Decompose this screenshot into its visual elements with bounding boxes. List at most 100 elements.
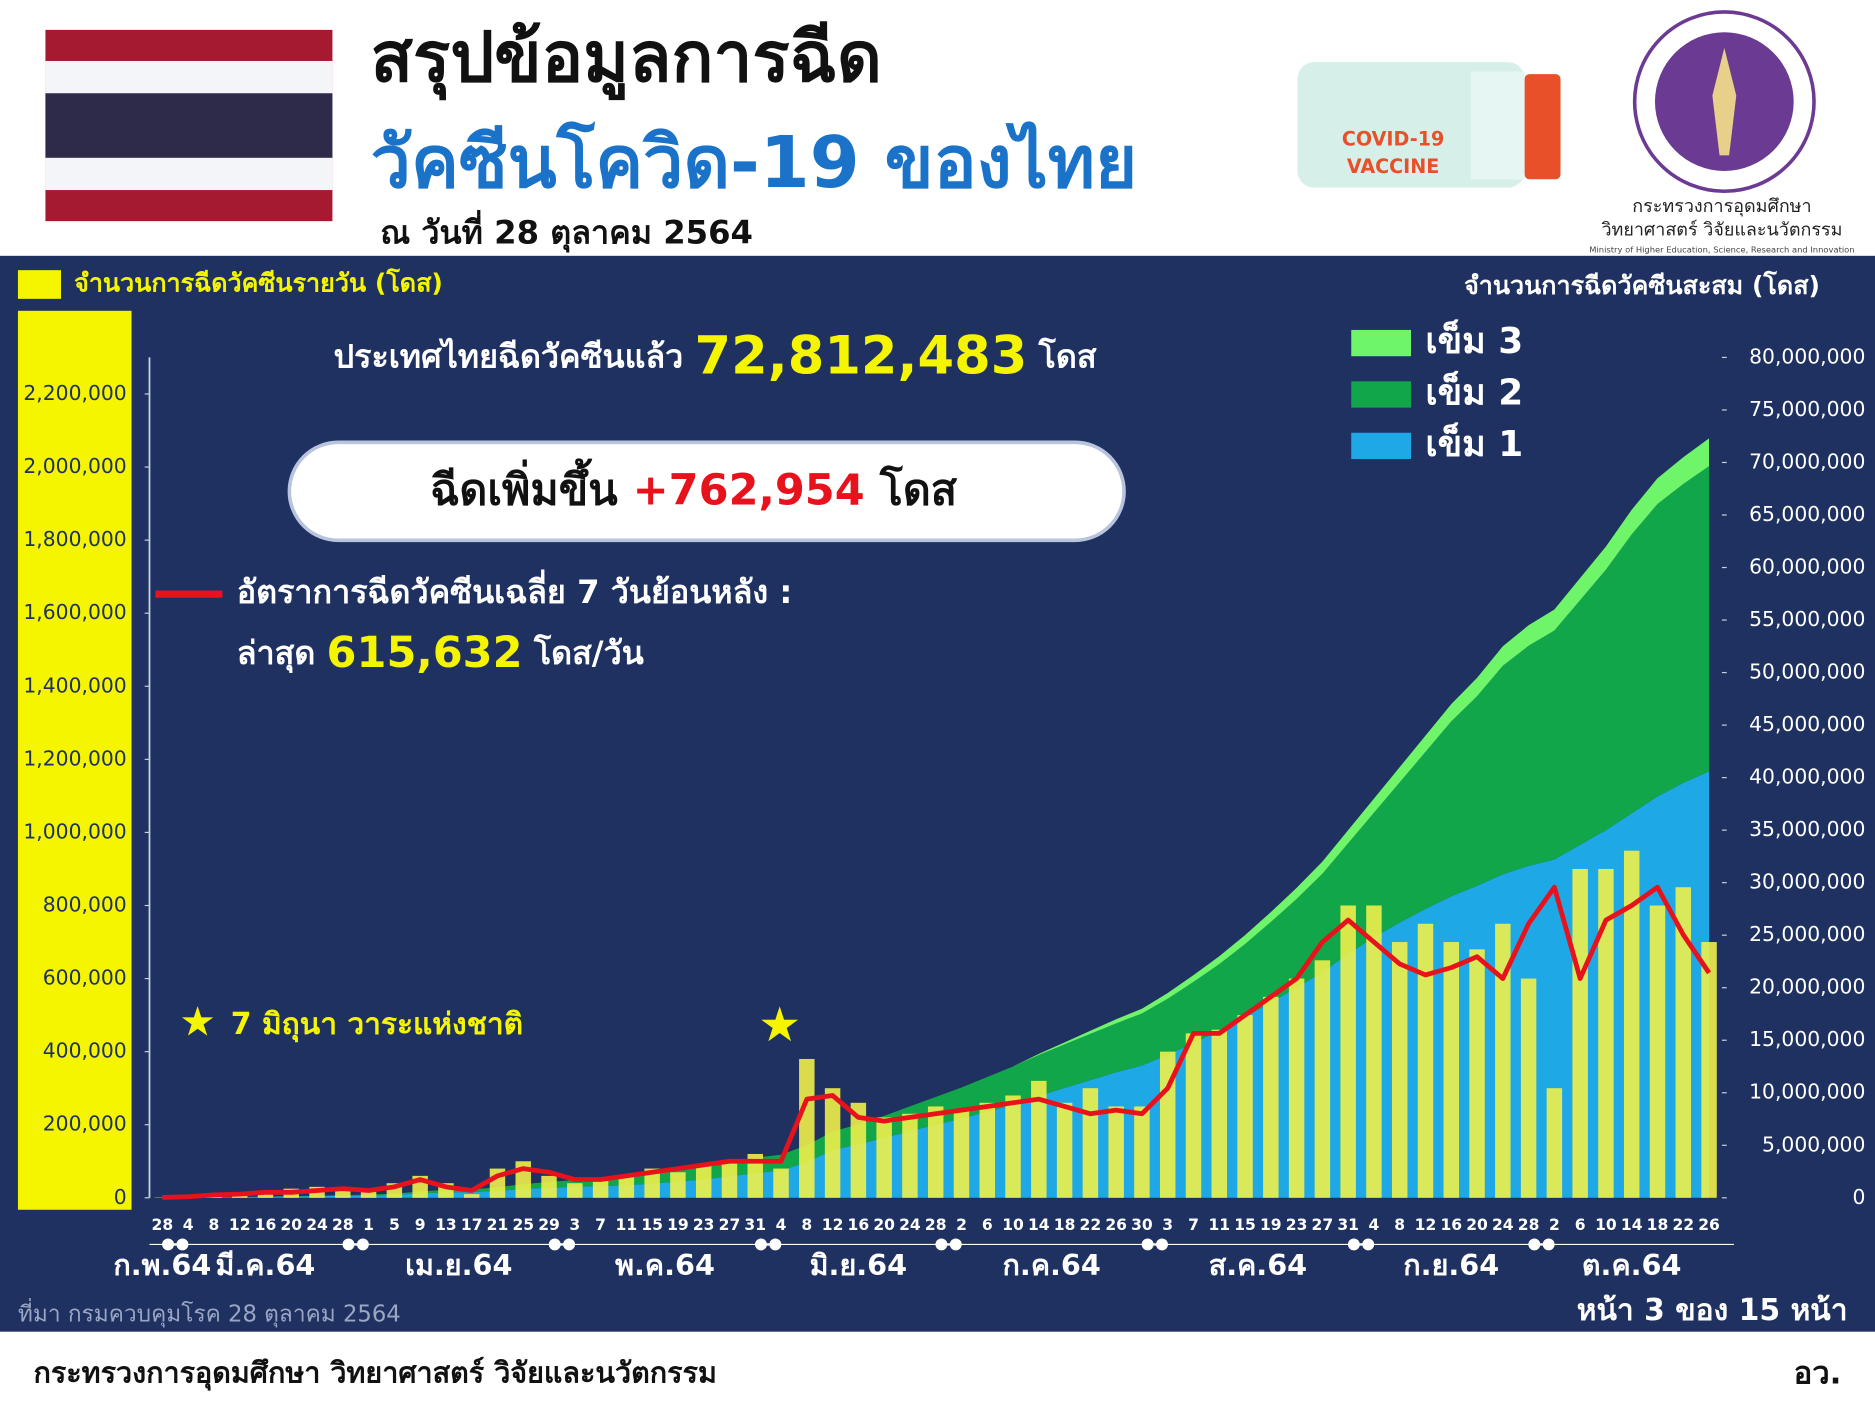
x-tick-label: 3: [569, 1216, 580, 1234]
x-tick-label: 17: [461, 1216, 483, 1234]
y-tick-label: 2,000,000: [23, 454, 126, 478]
x-tick-label: 19: [667, 1216, 689, 1234]
bar: [1263, 996, 1279, 1198]
x-tick-label: 22: [1080, 1216, 1102, 1234]
ministry-name-en: Ministry of Higher Education, Science, R…: [1589, 244, 1854, 254]
month-label: มิ.ย.64: [810, 1248, 907, 1282]
x-tick-label: 30: [1131, 1216, 1153, 1234]
bar: [1675, 887, 1692, 1198]
x-tick-label: 11: [1208, 1216, 1230, 1234]
bar: [1031, 1080, 1047, 1198]
bar: [541, 1175, 557, 1198]
month-label: ต.ค.64: [1582, 1248, 1682, 1282]
bar: [1211, 1029, 1227, 1198]
x-tick-label: 19: [1260, 1216, 1282, 1234]
y-tick-label: 1,600,000: [23, 600, 126, 624]
bar: [618, 1175, 635, 1198]
y2-tick-label: 45,000,000: [1749, 712, 1865, 736]
y-tick-label: 1,800,000: [23, 527, 126, 551]
increase-unit: โดส: [879, 463, 958, 515]
bar: [953, 1110, 970, 1198]
star-note: 7 มิถุนา วาระแห่งชาติ: [231, 1007, 523, 1042]
y2-tick-label: 35,000,000: [1749, 817, 1865, 841]
y2-axis-label: จำนวนการฉีดวัคซีนสะสม (โดส): [1464, 270, 1820, 300]
title-line1: สรุปข้อมูลการฉีด: [371, 18, 882, 101]
legend-swatch: [1351, 329, 1412, 357]
y2-tick-label: 10,000,000: [1749, 1080, 1865, 1104]
y2-tick-label: 80,000,000: [1749, 344, 1865, 368]
x-tick-label: 28: [152, 1216, 174, 1234]
x-tick-label: 1: [363, 1216, 374, 1234]
x-tick-label: 24: [1492, 1216, 1514, 1234]
bar: [335, 1190, 351, 1198]
y2-tick-label: 75,000,000: [1749, 397, 1865, 421]
x-tick-label: 3: [1162, 1216, 1173, 1234]
y-tick-label: 1,000,000: [23, 819, 126, 843]
flag: [45, 29, 333, 222]
y-tick-label: 2,200,000: [23, 381, 126, 405]
legend-swatch: [1351, 432, 1412, 460]
x-tick-label: 4: [776, 1216, 787, 1234]
bar: [1159, 1051, 1176, 1198]
legend-label: จำนวนการฉีดวัคซีนรายวัน (โดส): [74, 268, 443, 298]
line: [162, 884, 1712, 1200]
total-prefix: ประเทศไทยฉีดวัคซีนแล้ว: [334, 338, 684, 376]
month-label: ก.ค.64: [1003, 1248, 1101, 1282]
bar: [850, 1102, 867, 1198]
total-text: ประเทศไทยฉีดวัคซีนแล้ว 72,812,483 โดส: [334, 325, 1097, 386]
bar: [979, 1102, 995, 1198]
x-tick-label: 2: [956, 1216, 967, 1234]
x-tick-label: 28: [925, 1216, 947, 1234]
vaccine-label: COVID-19: [1342, 127, 1444, 150]
legend-swatch: [17, 270, 61, 299]
bar: [567, 1183, 583, 1198]
star-icon: ★: [758, 998, 801, 1053]
month-label: เม.ย.64: [405, 1248, 512, 1282]
month-label: พ.ค.64: [615, 1248, 715, 1282]
x-tick-label: 18: [1647, 1216, 1669, 1234]
increase-box: [287, 440, 1126, 543]
bar: [1134, 1106, 1150, 1198]
bar: [1649, 905, 1666, 1198]
x-tick-label: 13: [435, 1216, 457, 1234]
x-tick-label: 24: [306, 1216, 328, 1234]
vaccine-label: VACCINE: [1347, 155, 1440, 178]
x-tick-label: 10: [1595, 1216, 1617, 1234]
ministry-logo: กระทรวงการอุดมศึกษา วิทยาศาสตร์ วิจัยและ…: [1589, 10, 1855, 254]
bar: [695, 1164, 712, 1198]
x-tick-label: 12: [822, 1216, 844, 1234]
x-tick-label: 9: [415, 1216, 426, 1234]
total-unit: โดส: [1038, 338, 1097, 376]
y-tick-label: 0: [114, 1185, 127, 1209]
bar: [1520, 978, 1537, 1198]
bar: [592, 1179, 609, 1198]
latest-prefix: ล่าสุด: [237, 634, 316, 674]
bar: [463, 1194, 480, 1198]
x-tick-label: 27: [719, 1216, 741, 1234]
y2-tick-label: 55,000,000: [1749, 607, 1865, 631]
x-tick-label: 16: [1440, 1216, 1462, 1234]
x-tick-label: 16: [848, 1216, 870, 1234]
bar: [670, 1172, 686, 1198]
y2-tick-label: 15,000,000: [1749, 1027, 1865, 1051]
bar: [644, 1168, 660, 1198]
legend-label: อัตราการฉีดวัคซีนเฉลี่ย 7 วันย้อนหลัง :: [237, 569, 792, 611]
footer-ministry: กระทรวงการอุดมศึกษา วิทยาศาสตร์ วิจัยและ…: [33, 1356, 716, 1391]
x-tick-label: 5: [389, 1216, 400, 1234]
x-tick-label: 31: [1337, 1216, 1359, 1234]
y-tick-label: 1,400,000: [23, 673, 126, 697]
bar: [1572, 868, 1588, 1198]
x-tick-label: 8: [209, 1216, 220, 1234]
bar: [902, 1113, 918, 1198]
source: ที่มา กรมควบคุมโรค 28 ตุลาคม 2564: [18, 1297, 401, 1327]
month-label: ส.ค.64: [1209, 1248, 1307, 1282]
x-tick-label: 14: [1028, 1216, 1050, 1234]
bar: [721, 1161, 738, 1198]
month-label: ก.พ.64: [113, 1248, 211, 1282]
area: [162, 466, 1710, 1198]
footer-abbr: อว.: [1794, 1356, 1842, 1392]
x-tick-label: 8: [1394, 1216, 1405, 1234]
y2-tick-label: 25,000,000: [1749, 922, 1865, 946]
y2-tick-label: 50,000,000: [1749, 660, 1865, 684]
